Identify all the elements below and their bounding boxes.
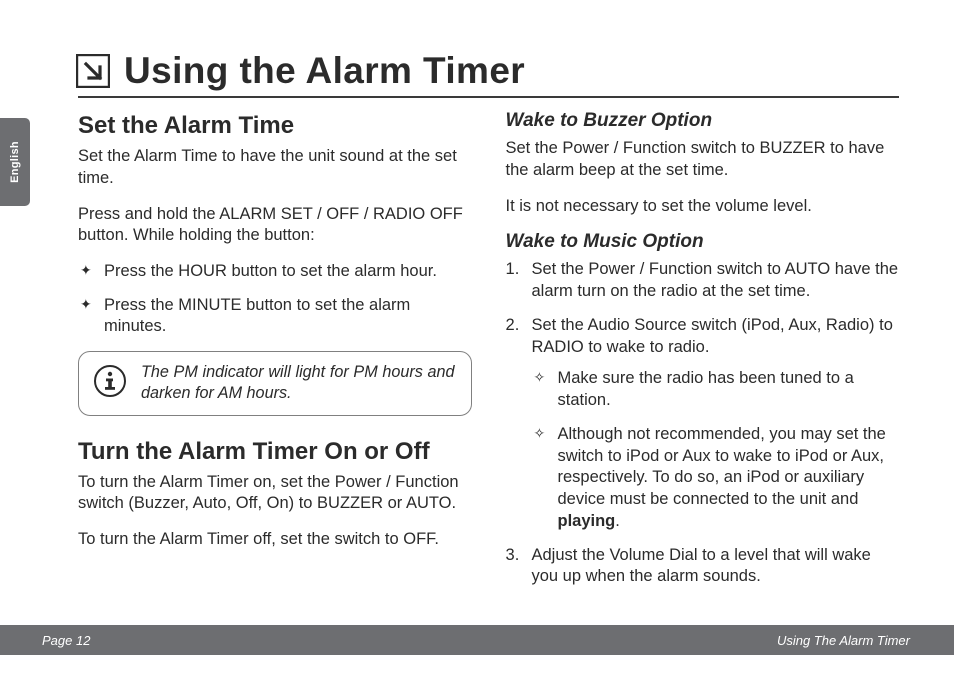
list-item: Set the Power / Function switch to AUTO … bbox=[506, 259, 900, 303]
page-content: Using the Alarm Timer Set the Alarm Time… bbox=[0, 0, 954, 600]
list-item: Press the HOUR button to set the alarm h… bbox=[78, 261, 472, 282]
info-text: The PM indicator will light for PM hours… bbox=[141, 362, 455, 404]
body-text: Set the Power / Function switch to BUZZE… bbox=[506, 138, 900, 182]
list-item: Make sure the radio has been tuned to a … bbox=[532, 368, 900, 412]
body-text: Set the Alarm Time to have the unit soun… bbox=[78, 146, 472, 190]
footer-page-number: Page 12 bbox=[42, 633, 90, 648]
page-title-row: Using the Alarm Timer bbox=[78, 50, 899, 98]
content-columns: Set the Alarm Time Set the Alarm Time to… bbox=[78, 106, 899, 600]
page-footer: Page 12 Using The Alarm Timer bbox=[0, 625, 954, 655]
section-heading-set-alarm: Set the Alarm Time bbox=[78, 112, 472, 140]
list-item: Although not recommended, you may set th… bbox=[532, 424, 900, 533]
list-item-text-bold: playing bbox=[558, 512, 616, 530]
body-text: It is not necessary to set the volume le… bbox=[506, 196, 900, 218]
body-text: To turn the Alarm Timer off, set the swi… bbox=[78, 529, 472, 551]
footer-section-name: Using The Alarm Timer bbox=[777, 633, 910, 648]
list-item: Set the Audio Source switch (iPod, Aux, … bbox=[506, 315, 900, 533]
arrow-down-right-icon bbox=[76, 54, 110, 88]
body-text: Press and hold the ALARM SET / OFF / RAD… bbox=[78, 204, 472, 248]
list-item-text-pre: Although not recommended, you may set th… bbox=[558, 425, 886, 508]
info-callout: The PM indicator will light for PM hours… bbox=[78, 351, 472, 415]
language-tab-label: English bbox=[9, 141, 21, 183]
bullet-list: Press the HOUR button to set the alarm h… bbox=[78, 261, 472, 337]
numbered-list: Set the Power / Function switch to AUTO … bbox=[506, 259, 900, 588]
page-title: Using the Alarm Timer bbox=[124, 50, 525, 92]
info-icon bbox=[93, 364, 127, 403]
left-column: Set the Alarm Time Set the Alarm Time to… bbox=[78, 106, 472, 600]
right-column: Wake to Buzzer Option Set the Power / Fu… bbox=[506, 106, 900, 600]
list-item-text: Set the Audio Source switch (iPod, Aux, … bbox=[532, 316, 893, 356]
list-item: Press the MINUTE button to set the alarm… bbox=[78, 295, 472, 338]
subsection-heading-buzzer: Wake to Buzzer Option bbox=[506, 110, 900, 132]
list-item: Adjust the Volume Dial to a level that w… bbox=[506, 545, 900, 589]
body-text: To turn the Alarm Timer on, set the Powe… bbox=[78, 472, 472, 516]
language-tab: English bbox=[0, 118, 30, 206]
subsection-heading-music: Wake to Music Option bbox=[506, 231, 900, 253]
section-heading-on-off: Turn the Alarm Timer On or Off bbox=[78, 438, 472, 466]
list-item-text-post: . bbox=[615, 512, 620, 530]
sub-bullet-list: Make sure the radio has been tuned to a … bbox=[532, 368, 900, 532]
